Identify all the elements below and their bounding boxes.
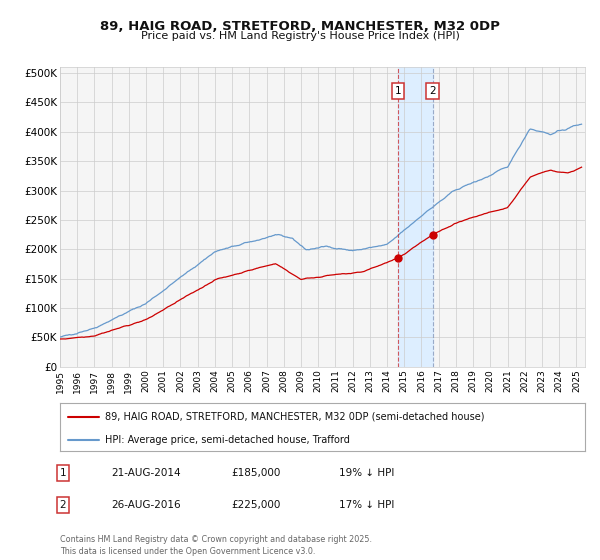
Text: 2: 2 (430, 86, 436, 96)
Text: Contains HM Land Registry data © Crown copyright and database right 2025.
This d: Contains HM Land Registry data © Crown c… (60, 535, 372, 556)
Bar (398, 67, 433, 367)
Text: 89, HAIG ROAD, STRETFORD, MANCHESTER, M32 0DP: 89, HAIG ROAD, STRETFORD, MANCHESTER, M3… (100, 20, 500, 32)
Text: 19% ↓ HPI: 19% ↓ HPI (339, 468, 394, 478)
Text: 1: 1 (59, 468, 67, 478)
Text: 1: 1 (395, 86, 401, 96)
Text: 17% ↓ HPI: 17% ↓ HPI (339, 500, 394, 510)
Text: 2: 2 (59, 500, 67, 510)
Text: £225,000: £225,000 (231, 500, 280, 510)
Text: £185,000: £185,000 (231, 468, 280, 478)
Text: 26-AUG-2016: 26-AUG-2016 (111, 500, 181, 510)
Text: HPI: Average price, semi-detached house, Trafford: HPI: Average price, semi-detached house,… (104, 435, 349, 445)
Text: Price paid vs. HM Land Registry's House Price Index (HPI): Price paid vs. HM Land Registry's House … (140, 31, 460, 41)
Text: 21-AUG-2014: 21-AUG-2014 (111, 468, 181, 478)
Text: 89, HAIG ROAD, STRETFORD, MANCHESTER, M32 0DP (semi-detached house): 89, HAIG ROAD, STRETFORD, MANCHESTER, M3… (104, 412, 484, 422)
